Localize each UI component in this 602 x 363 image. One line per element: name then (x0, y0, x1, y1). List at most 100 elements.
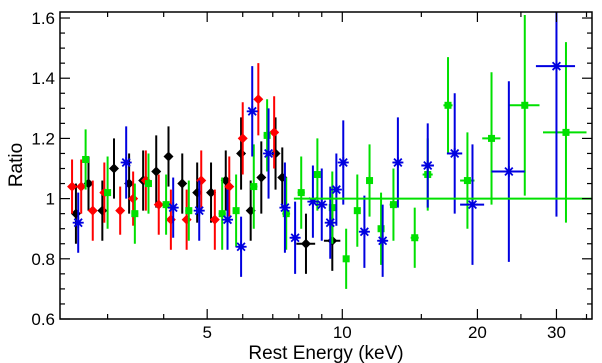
data-point (232, 174, 240, 247)
data-point (491, 81, 525, 262)
data-point (392, 117, 404, 208)
data-point (482, 72, 501, 205)
star-marker (263, 147, 275, 159)
data-point (185, 180, 193, 241)
data-point (282, 177, 291, 250)
square-marker (131, 210, 139, 218)
x-tick-label: 5 (202, 323, 211, 342)
y-tick-label: 0.6 (31, 310, 55, 329)
x-tick-label: 30 (547, 323, 566, 342)
data-point (108, 138, 119, 199)
star-marker (167, 202, 179, 214)
diamond-marker (165, 214, 176, 225)
square-marker (377, 225, 385, 233)
data-point (165, 189, 176, 250)
diamond-marker (206, 187, 217, 198)
x-axis-title: Rest Energy (keV) (248, 343, 403, 363)
data-point (508, 15, 540, 196)
diamond-marker (153, 199, 164, 210)
star-stroke (290, 233, 300, 243)
star-marker (289, 232, 301, 244)
data-point (269, 96, 280, 169)
star-stroke (168, 203, 178, 213)
data-point (421, 123, 434, 208)
data-point (162, 174, 170, 235)
square-marker (488, 134, 496, 142)
data-point (316, 168, 328, 241)
star-stroke (264, 148, 274, 158)
data-point (246, 66, 258, 157)
data-point (296, 213, 316, 274)
star-stroke (121, 157, 131, 168)
x-tick-label: 20 (468, 323, 487, 342)
star-marker (503, 166, 515, 178)
square-marker (104, 189, 112, 197)
square-marker (562, 128, 570, 136)
star-marker (449, 147, 461, 159)
star-marker (377, 235, 389, 247)
diamond-marker (237, 133, 248, 144)
star-marker (324, 217, 336, 229)
star-stroke (378, 236, 388, 246)
star-marker (120, 156, 132, 168)
y-tick-labels: 0.6 0.8 1 1.2 1.4 1.6 (31, 9, 55, 329)
data-point (253, 63, 264, 136)
diamond-marker (269, 127, 280, 138)
data-point (67, 159, 78, 214)
data-point (353, 174, 361, 247)
y-axis-title: Ratio (6, 143, 27, 187)
data-layer (67, 12, 587, 289)
diamond-marker (163, 151, 174, 162)
data-point (256, 141, 267, 214)
square-marker (342, 255, 350, 263)
data-point (410, 207, 419, 268)
data-point (337, 120, 349, 205)
data-point (206, 162, 217, 223)
star-marker (235, 241, 247, 253)
data-point (76, 159, 87, 214)
data-point (104, 156, 112, 229)
y-tick-label: 1 (46, 190, 55, 209)
data-point (218, 177, 226, 250)
star-marker (422, 160, 434, 171)
y-tick-label: 1.4 (31, 69, 55, 88)
square-marker (185, 207, 193, 215)
diamond-marker (270, 148, 281, 159)
star-marker (358, 226, 370, 238)
star-stroke (325, 218, 335, 228)
series-2 (82, 15, 587, 289)
diamond-marker (67, 181, 78, 192)
square-marker (263, 131, 271, 139)
star-marker (72, 217, 84, 229)
data-point (443, 57, 453, 154)
data-point (237, 102, 248, 175)
star-stroke (236, 242, 246, 252)
square-marker (144, 180, 152, 188)
data-point (366, 144, 374, 217)
diamond-marker (256, 172, 267, 183)
data-point (330, 153, 342, 226)
diamond-marker (97, 205, 108, 216)
x-tick-labels: 5 10 20 30 (202, 323, 565, 342)
data-point (289, 201, 301, 274)
square-marker (444, 101, 452, 109)
data-point (153, 174, 164, 235)
x-tick-label: 10 (333, 323, 352, 342)
data-point (543, 42, 587, 223)
square-marker (82, 155, 90, 163)
data-point (209, 189, 220, 250)
square-marker (250, 183, 258, 191)
diamond-marker (151, 166, 162, 177)
y-tick-label: 0.8 (31, 250, 55, 269)
star-stroke (280, 203, 290, 213)
data-point (250, 144, 258, 229)
data-point (224, 156, 235, 217)
square-marker (218, 210, 226, 218)
diamond-marker (300, 238, 311, 249)
star-marker (279, 202, 291, 214)
square-marker (162, 201, 170, 209)
square-marker (411, 234, 419, 242)
diamond-marker (115, 205, 126, 216)
data-point (342, 228, 350, 289)
